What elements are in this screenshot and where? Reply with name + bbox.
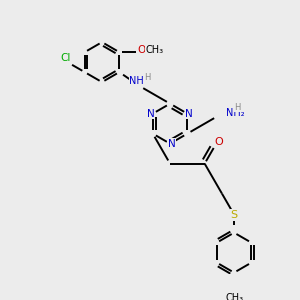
Text: S: S <box>230 210 238 220</box>
Text: N: N <box>168 139 176 148</box>
Text: Cl: Cl <box>60 53 70 63</box>
Text: CH₃: CH₃ <box>225 293 243 300</box>
Text: H: H <box>144 73 151 82</box>
Text: NH₂: NH₂ <box>226 108 245 118</box>
Text: O: O <box>214 137 223 147</box>
Text: N: N <box>185 109 193 119</box>
Text: H: H <box>234 103 241 112</box>
Text: O: O <box>138 45 146 55</box>
Text: N: N <box>147 109 155 119</box>
Text: CH₃: CH₃ <box>146 45 164 55</box>
Text: NH: NH <box>129 76 144 86</box>
